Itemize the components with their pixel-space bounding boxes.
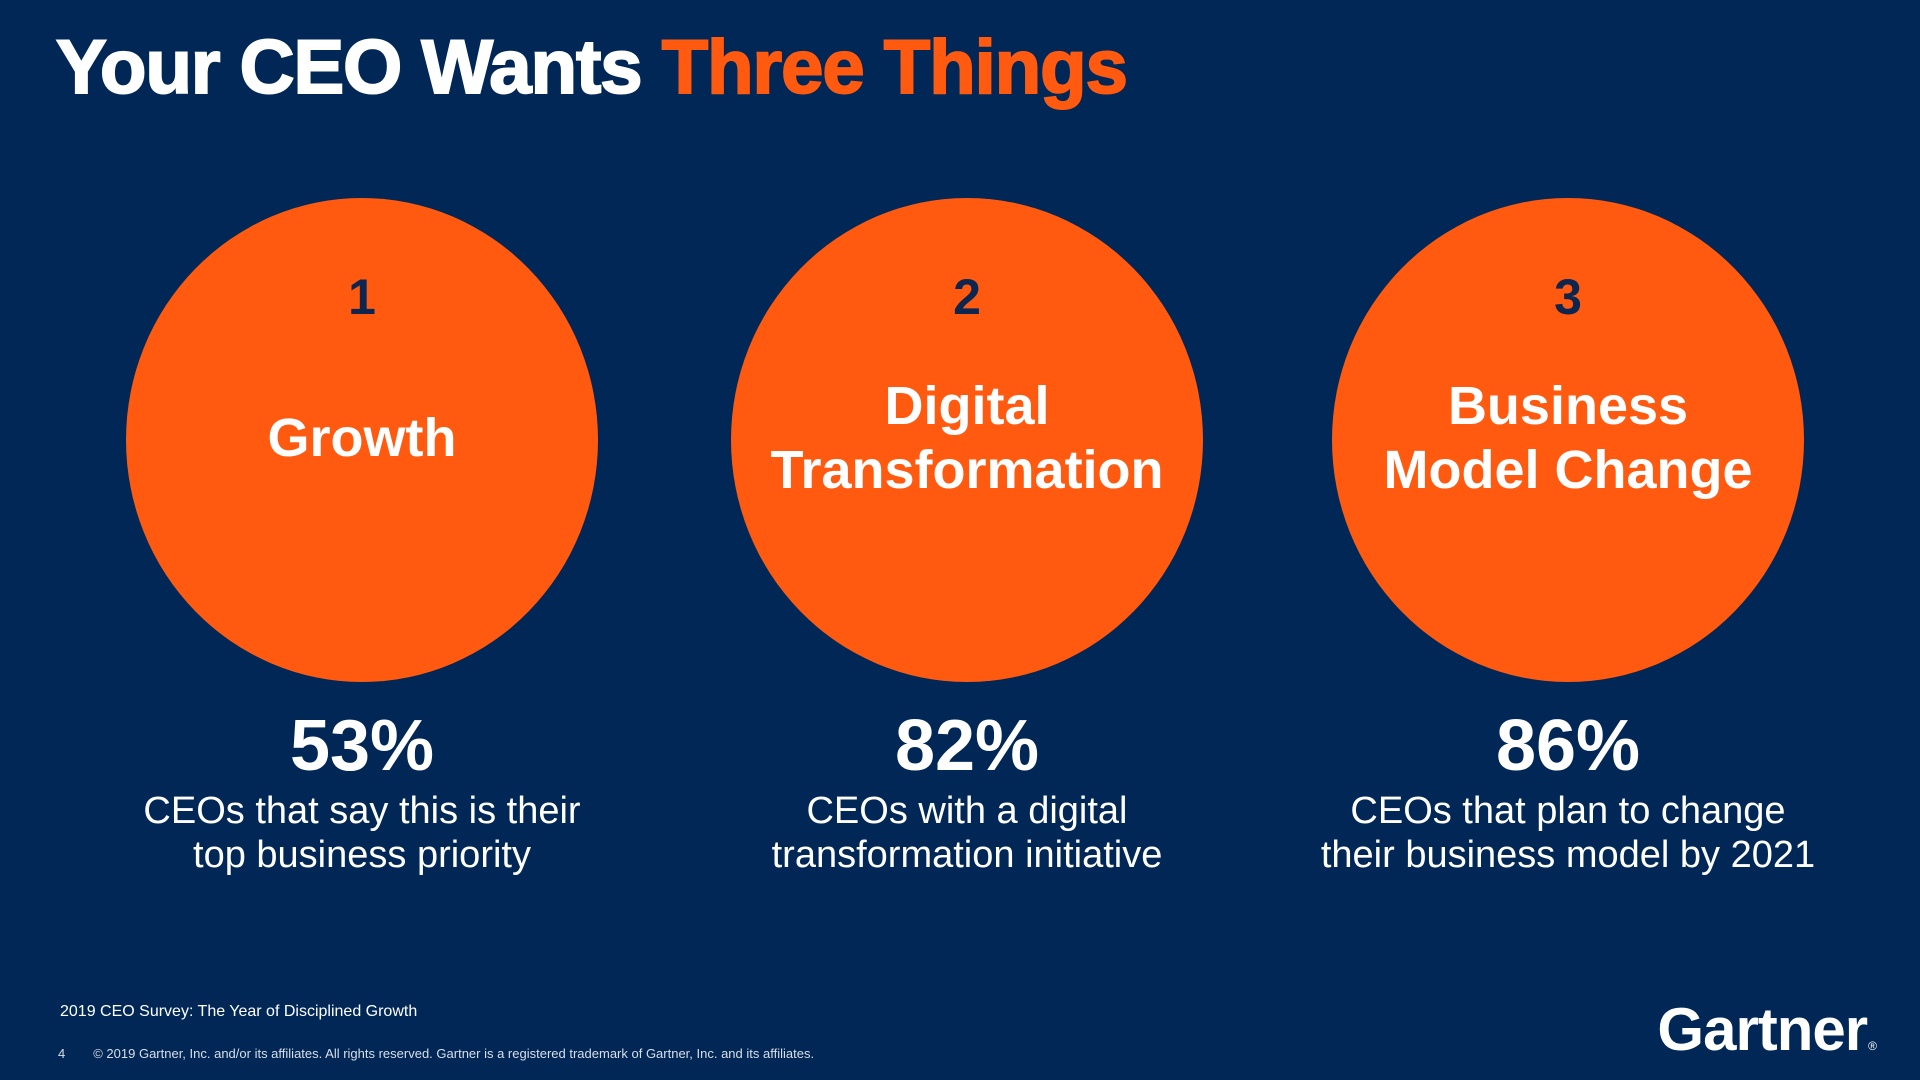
pillar-label: Digital Transformation (770, 376, 1164, 500)
copyright-notice: © 2019 Gartner, Inc. and/or its affiliat… (93, 1046, 815, 1061)
logo-text: Gartner (1657, 996, 1868, 1063)
pillar-circle (126, 198, 598, 682)
pillar-description: CEOs that say this is their top business… (143, 790, 581, 876)
page-number: 4 (58, 1046, 66, 1061)
pillar-label: Business Model Change (1383, 376, 1753, 500)
pillar-description: CEOs with a digital transformation initi… (771, 790, 1163, 876)
pillar-stat: 53% (289, 706, 435, 786)
registered-mark: ® (1868, 1039, 1877, 1053)
gartner-logo: Gartner® (1657, 1000, 1877, 1060)
pillar-circle (1332, 198, 1804, 682)
pillar-label: Growth (267, 408, 457, 468)
title-part-orange: Three Things (661, 25, 1129, 110)
pillar-stat: 86% (1495, 706, 1641, 786)
pillar-digital-transformation: 2 Digital Transformation 82% CEOs with a… (687, 0, 1247, 1080)
pillar-number: 2 (953, 269, 981, 325)
pillar-number: 1 (348, 269, 376, 325)
pillar-growth: 1 Growth 53% CEOs that say this is their… (82, 0, 642, 1080)
pillar-number: 3 (1554, 269, 1582, 325)
pillar-stat: 82% (894, 706, 1040, 786)
pillar-circle (731, 198, 1203, 682)
slide-title: Your CEO Wants Three Things (55, 29, 1129, 107)
title-part-white: Your CEO Wants (55, 25, 644, 110)
source-citation: 2019 CEO Survey: The Year of Disciplined… (60, 1003, 418, 1020)
footer: 4 © 2019 Gartner, Inc. and/or its affilia… (58, 1046, 814, 1061)
pillar-business-model-change: 3 Business Model Change 86% CEOs that pl… (1288, 0, 1848, 1080)
pillar-description: CEOs that plan to change their business … (1320, 790, 1816, 876)
